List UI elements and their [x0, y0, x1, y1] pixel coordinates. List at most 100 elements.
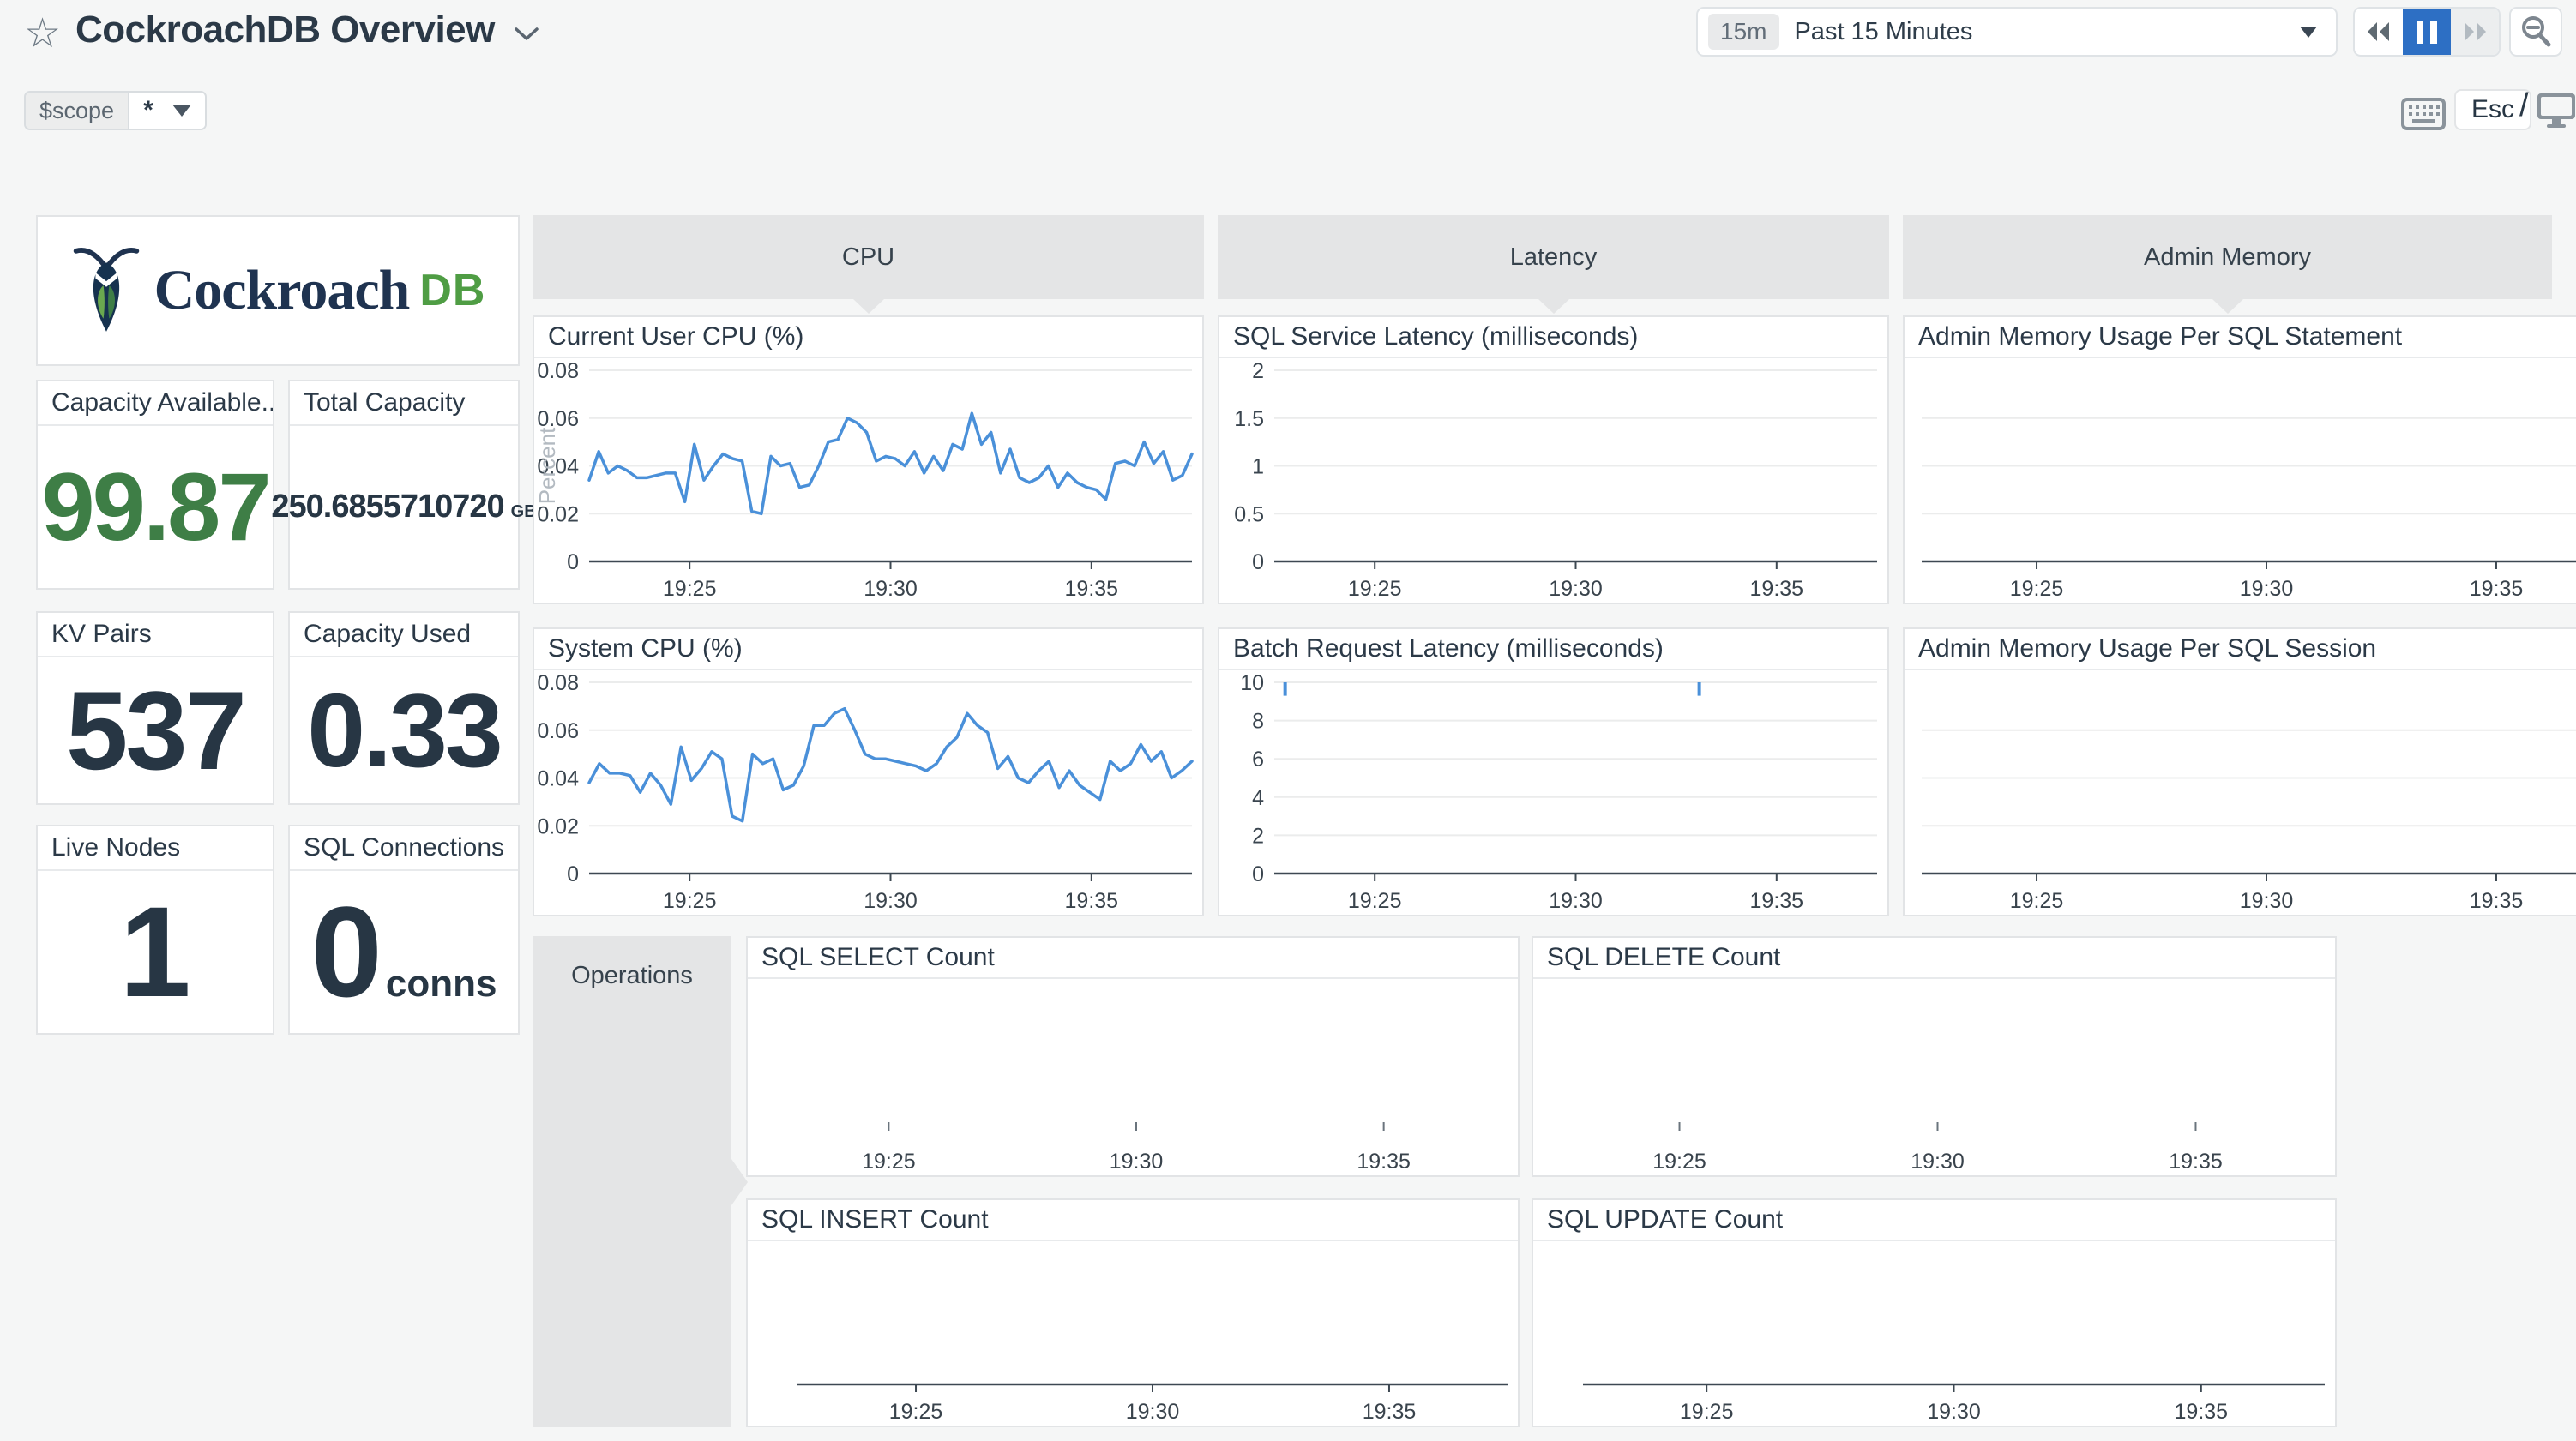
svg-text:0.02: 0.02: [537, 814, 579, 838]
svg-text:2: 2: [1252, 824, 1264, 848]
chart-title: Batch Request Latency (milliseconds): [1219, 629, 1887, 670]
pause-button[interactable]: [2403, 9, 2451, 55]
svg-text:4: 4: [1252, 786, 1264, 810]
stat-value: 537: [66, 668, 247, 793]
svg-text:19:35: 19:35: [1357, 1150, 1411, 1174]
chart-admin-memory-statement[interactable]: 19:25 19:30 19:35: [1905, 358, 2576, 603]
svg-text:Percent: Percent: [534, 427, 560, 504]
svg-text:19:30: 19:30: [1126, 1400, 1180, 1424]
chart-title: System CPU (%): [534, 629, 1202, 670]
stat-unit: GB: [510, 502, 537, 521]
stat-card-sql-connections[interactable]: SQL Connections 0 conns: [288, 825, 520, 1035]
group-header-latency[interactable]: Latency: [1218, 215, 1889, 314]
stat-title: Capacity Used: [290, 613, 518, 657]
chart-sql-insert-count[interactable]: 19:25 19:30 19:35: [748, 1241, 1518, 1426]
favorite-star-icon[interactable]: ☆: [24, 11, 62, 57]
chart-system-cpu[interactable]: 0 0.02 0.04 0.06 0.08 19:25 19:30 19:35: [534, 670, 1202, 915]
scope-template-variable[interactable]: $scope *: [24, 91, 207, 130]
svg-text:19:30: 19:30: [2240, 577, 2294, 601]
rewind-button[interactable]: [2355, 9, 2403, 55]
svg-text:0.06: 0.06: [537, 407, 579, 431]
cockroachdb-logo-card: Cockroach DB: [36, 215, 520, 366]
fast-forward-icon: [2465, 22, 2486, 41]
svg-text:0.08: 0.08: [537, 671, 579, 695]
stat-card-kv-pairs[interactable]: KV Pairs 537: [36, 611, 274, 805]
stat-value: 0: [310, 880, 382, 1024]
svg-text:0: 0: [1252, 862, 1264, 886]
group-header-admin-memory[interactable]: Admin Memory: [1903, 215, 2552, 314]
svg-text:19:25: 19:25: [1348, 889, 1402, 913]
svg-text:19:25: 19:25: [2010, 889, 2064, 913]
group-header-operations[interactable]: Operations: [533, 936, 748, 1427]
svg-text:19:35: 19:35: [1363, 1400, 1417, 1424]
chart-sql-update-count[interactable]: 19:25 19:30 19:35: [1533, 1241, 2335, 1426]
scope-value-dropdown[interactable]: *: [128, 93, 205, 129]
scope-value: *: [143, 96, 153, 124]
svg-text:19:25: 19:25: [663, 577, 717, 601]
stat-title: Total Capacity: [290, 381, 518, 426]
chart-card-sql-delete-count: SQL DELETE Count 19:25 19:30 19:35: [1532, 936, 2337, 1177]
svg-text:0: 0: [567, 550, 579, 574]
svg-text:1: 1: [1252, 455, 1264, 479]
svg-text:19:30: 19:30: [2240, 889, 2294, 913]
chart-sql-service-latency[interactable]: 0 0.5 1 1.5 2 19:25 19:30 19:35: [1219, 358, 1887, 603]
chart-card-sql-update-count: SQL UPDATE Count 19:25 19:30 19:35: [1532, 1198, 2337, 1427]
chart-title: SQL Service Latency (milliseconds): [1219, 317, 1887, 358]
stat-value: 0.33: [307, 672, 503, 789]
svg-text:19:35: 19:35: [2175, 1400, 2229, 1424]
chart-admin-memory-session[interactable]: 19:25 19:30 19:35: [1905, 670, 2576, 915]
page-title: CockroachDB Overview: [75, 9, 495, 51]
chart-card-sql-insert-count: SQL INSERT Count 19:25 19:30 19:35: [746, 1198, 1520, 1427]
svg-text:19:30: 19:30: [1927, 1400, 1981, 1424]
chart-sql-select-count[interactable]: 19:25 19:30 19:35: [748, 979, 1518, 1175]
svg-text:0: 0: [567, 862, 579, 886]
stat-card-live-nodes[interactable]: Live Nodes 1: [36, 825, 274, 1035]
group-header-cpu[interactable]: CPU: [533, 215, 1204, 314]
svg-text:19:30: 19:30: [864, 577, 918, 601]
chart-title: SQL UPDATE Count: [1533, 1200, 2335, 1241]
svg-text:0.02: 0.02: [537, 502, 579, 526]
monitor-icon: [2537, 93, 2575, 128]
svg-text:19:35: 19:35: [2470, 577, 2524, 601]
stat-value: 250.6855710720: [271, 489, 504, 525]
svg-text:10: 10: [1240, 671, 1264, 695]
chevron-down-icon: [172, 105, 191, 117]
fast-forward-button[interactable]: [2451, 9, 2499, 55]
chart-current-user-cpu[interactable]: 0 0.02 0.04 0.06 0.08 19:25 19:30 19:35 Percent: [534, 358, 1202, 603]
time-range-label: Past 15 Minutes: [1794, 17, 1973, 45]
group-notch: [731, 1159, 748, 1205]
chart-card-batch-request-latency: Batch Request Latency (milliseconds) 0 2 4…: [1218, 627, 1889, 916]
svg-text:19:30: 19:30: [1110, 1150, 1164, 1174]
fullscreen-tv-button[interactable]: [2537, 93, 2576, 133]
stat-unit: conns: [385, 963, 497, 1005]
stat-title: Live Nodes: [38, 826, 273, 871]
svg-text:19:35: 19:35: [1065, 577, 1119, 601]
chart-title: SQL DELETE Count: [1533, 938, 2335, 979]
chart-title: Admin Memory Usage Per SQL Session: [1905, 629, 2576, 670]
stat-card-total-capacity[interactable]: Total Capacity 250.6855710720 GB: [271, 380, 537, 590]
scope-label: $scope: [26, 93, 129, 129]
svg-text:19:25: 19:25: [1348, 577, 1402, 601]
svg-text:19:25: 19:25: [1652, 1150, 1706, 1174]
svg-text:0.06: 0.06: [537, 719, 579, 743]
chart-card-admin-memory-statement: Admin Memory Usage Per SQL Statement 19:…: [1903, 315, 2576, 604]
time-range-picker[interactable]: 15m Past 15 Minutes: [1696, 7, 2338, 57]
chart-sql-delete-count[interactable]: 19:25 19:30 19:35: [1533, 979, 2335, 1175]
chart-title: SQL SELECT Count: [748, 938, 1518, 979]
stat-card-capacity-used[interactable]: Capacity Used 0.33: [288, 611, 520, 805]
dashboard-title-dropdown[interactable]: CockroachDB Overview: [75, 9, 539, 51]
stat-title: Capacity Available...: [38, 381, 273, 426]
group-title: Operations: [571, 962, 693, 989]
keyboard-shortcuts-button[interactable]: [2401, 98, 2446, 135]
chart-card-system-cpu: System CPU (%) 0 0.02 0.04 0.06 0.08 19:25 19:…: [533, 627, 1204, 916]
group-title: Admin Memory: [2144, 243, 2311, 271]
playback-controls: [2353, 7, 2501, 57]
zoom-out-magnifier-icon: [2522, 16, 2551, 47]
stat-value: 99.87: [41, 453, 271, 561]
chevron-down-icon: [2300, 26, 2317, 38]
chevron-down-icon[interactable]: [514, 26, 539, 43]
chart-batch-request-latency[interactable]: 0 2 4 6 8 10 19:25 19:30 19:35: [1219, 670, 1887, 915]
zoom-out-button[interactable]: [2509, 7, 2562, 57]
stat-card-capacity-available[interactable]: Capacity Available... 99.87: [36, 380, 274, 590]
